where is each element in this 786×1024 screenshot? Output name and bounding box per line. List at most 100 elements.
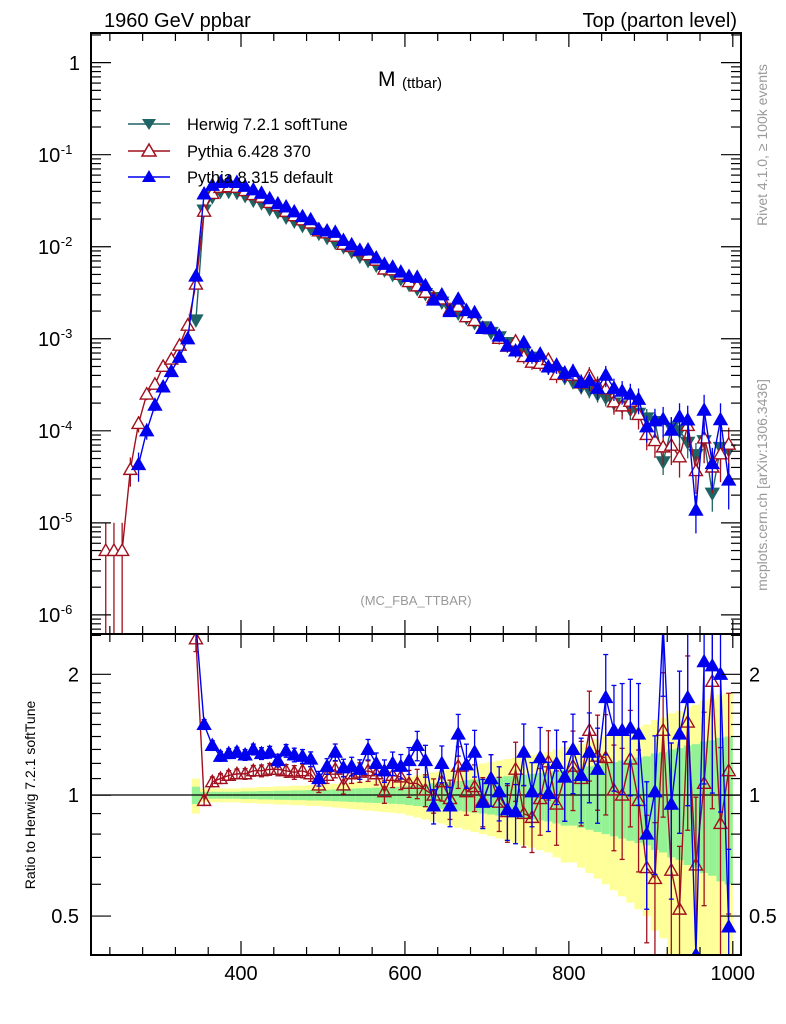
- pythia8-ratio-point: [507, 803, 524, 818]
- pythia6-ratio-point: [647, 870, 663, 885]
- pythia6-point: [606, 394, 622, 408]
- x-tick-label: 800: [552, 963, 585, 985]
- pythia8-point: [335, 232, 352, 247]
- ratio-y-tick-label-right: 2: [749, 664, 760, 686]
- pythia8-point: [704, 455, 721, 470]
- pythia8-point: [622, 386, 639, 400]
- pythia8-point: [139, 422, 155, 437]
- triangle-down-marker-icon: [142, 119, 156, 130]
- pythia8-ratio-point: [466, 744, 483, 758]
- pythia8-point: [376, 256, 393, 270]
- pythia8-point: [384, 259, 401, 273]
- pythia8-point: [466, 304, 483, 319]
- x-tick-label: 1000: [711, 963, 756, 985]
- pythia8-ratio-point: [286, 746, 302, 761]
- pythia6-ratio-point: [311, 777, 327, 791]
- pythia6-ratio-point: [286, 764, 302, 778]
- pythia8-ratio-point: [417, 752, 434, 767]
- legend-label: Pythia 8.315 default: [187, 169, 333, 187]
- pythia8-ratio-point: [204, 737, 221, 752]
- pythia8-ratio-point: [622, 720, 639, 734]
- pythia6-ratio-point: [220, 767, 237, 782]
- plot-title: M (ttbar): [378, 68, 442, 92]
- pythia8-point: [548, 357, 565, 371]
- pythia6-point: [155, 358, 171, 373]
- pythia8-ratio-point: [516, 744, 532, 758]
- y-tick-label-1e-2: 10^-2: [38, 234, 72, 259]
- pythia8-ratio-point: [589, 761, 606, 775]
- pythia8-ratio-point: [712, 666, 729, 680]
- pythia6-ratio-point: [270, 761, 286, 775]
- plot-title-main: M: [378, 68, 396, 91]
- pythia8-point: [196, 185, 212, 200]
- pythia8-point: [130, 456, 147, 471]
- pythia6-point: [712, 446, 729, 460]
- analysis-tag: (MC_FBA_TTBAR): [360, 593, 471, 608]
- pythia8-ratio-point: [598, 689, 614, 704]
- pythia8-point: [671, 408, 688, 423]
- pythia8-ratio-point: [401, 752, 417, 767]
- triangle-up-open-marker-icon: [140, 142, 158, 157]
- pythia8-ratio-point: [442, 798, 458, 812]
- pythia8-ratio-point: [524, 783, 540, 798]
- pythia8-ratio-point: [720, 918, 737, 933]
- ratio-y-tick-label-right: 0.5: [749, 906, 777, 928]
- pythia6-ratio-point: [466, 778, 483, 793]
- ratio-y-axis-label: Ratio to Herwig 7.2.1 softTune: [22, 700, 38, 889]
- pythia6-ratio-point: [335, 777, 352, 791]
- pythia8-point: [712, 411, 729, 426]
- pythia8-point: [188, 268, 204, 282]
- rivet-version-label: Rivet 4.1.0, ≥ 100k events: [754, 64, 770, 226]
- axes: 400 600 800 1000 2 2 1 1 0.5 0.5: [51, 33, 777, 985]
- pythia8-point: [294, 208, 311, 223]
- pythia8-point: [688, 502, 704, 516]
- pythia8-point: [450, 291, 466, 305]
- pythia8-ratio-point: [581, 744, 598, 758]
- pythia8-point: [581, 372, 598, 387]
- pythia6-ratio-point: [614, 787, 630, 801]
- pythia6-ratio-point: [229, 765, 245, 780]
- main-series: [98, 173, 737, 634]
- pythia8-point: [319, 222, 335, 237]
- pythia6-point: [130, 415, 147, 430]
- pythia8-ratio-point: [311, 770, 327, 785]
- pythia8-point: [163, 363, 180, 378]
- pythia6-ratio-line: [195, 638, 730, 910]
- pythia6-ratio-point: [598, 749, 614, 764]
- pythia6-ratio-point: [261, 761, 278, 775]
- pythia8-ratio-point: [639, 826, 655, 840]
- pythia8-point: [630, 391, 647, 405]
- pythia8-point: [237, 178, 253, 192]
- pythia8-point: [589, 380, 606, 394]
- pythia8-ratio-point: [630, 726, 647, 740]
- pythia8-ratio-point: [663, 796, 680, 810]
- pythia8-point: [229, 174, 245, 189]
- pythia8-ratio-point: [278, 742, 294, 757]
- pythia8-point: [286, 203, 302, 218]
- pythia8-point: [532, 346, 548, 360]
- legend-label: Pythia 6.428 370: [187, 143, 311, 161]
- pythia6-point: [450, 298, 466, 313]
- pythia6-point: [114, 542, 130, 557]
- pythia6-ratio-point: [393, 769, 409, 783]
- legend-item-pythia6: Pythia 6.428 370: [128, 142, 311, 161]
- legend-item-herwig: Herwig 7.2.1 softTune: [128, 116, 348, 134]
- pythia6-ratio-point: [253, 762, 270, 777]
- pythia8-ratio-point: [573, 767, 589, 782]
- pythia8-point: [655, 411, 671, 425]
- pythia6-point: [671, 449, 688, 463]
- pythia6-ratio-point: [655, 722, 671, 736]
- pythia8-ratio-point: [343, 758, 360, 772]
- pythia8-point: [343, 236, 360, 251]
- pythia8-point: [434, 286, 450, 301]
- pythia6-ratio-point: [188, 634, 204, 645]
- pythia8-ratio-point: [450, 726, 466, 740]
- pythia6-ratio-point: [671, 901, 688, 915]
- pythia6-ratio-point: [294, 762, 311, 777]
- pythia8-ratio-point: [368, 755, 384, 769]
- pythia6-point: [188, 276, 204, 290]
- pythia8-point: [147, 397, 163, 411]
- pythia6-ratio-point: [720, 762, 737, 777]
- pythia8-point: [663, 422, 680, 436]
- pythia6-point: [696, 430, 712, 444]
